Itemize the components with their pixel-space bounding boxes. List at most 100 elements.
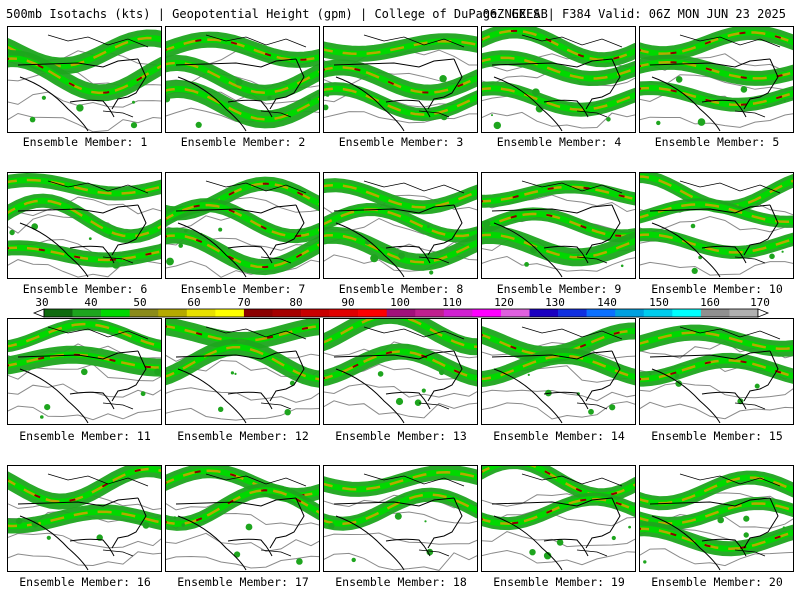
ensemble-member-map (481, 26, 636, 133)
ensemble-member-map (165, 465, 320, 572)
isotach-height-map (482, 27, 635, 132)
ensemble-member-map (639, 172, 794, 279)
isotach-height-map (640, 324, 793, 424)
colorbar-swatch (672, 309, 702, 317)
ensemble-member-label: Ensemble Member: 8 (338, 282, 464, 296)
colorbar-swatch (472, 309, 502, 317)
colorbar-swatch (700, 309, 730, 317)
colorbar-tick-label: 80 (289, 296, 302, 309)
ensemble-member-label: Ensemble Member: 10 (651, 282, 783, 296)
isotach-height-map (324, 33, 477, 132)
header-title: 500mb Isotachs (kts) | Geopotential Heig… (6, 7, 548, 21)
colorbar-tick-label: 70 (237, 296, 250, 309)
isotach-height-map (640, 27, 793, 132)
ensemble-member-map (7, 318, 162, 425)
colorbar-tick-label: 60 (187, 296, 200, 309)
ensemble-member-map (481, 318, 636, 425)
colorbar-swatch (186, 309, 216, 317)
colorbar-swatch (129, 309, 159, 317)
isotach-height-map (324, 319, 477, 424)
ensemble-member-label: Ensemble Member: 5 (654, 135, 780, 149)
colorbar-tick-label: 140 (597, 296, 617, 309)
ensemble-member-label: Ensemble Member: 18 (335, 575, 467, 589)
ensemble-member-map (323, 318, 478, 425)
colorbar-swatch (358, 309, 388, 317)
ensemble-member-label: Ensemble Member: 2 (180, 135, 306, 149)
colorbar-swatch (272, 309, 302, 317)
isotach-height-map (8, 466, 161, 571)
colorbar-max-arrow (757, 308, 770, 318)
colorbar-swatch (500, 309, 530, 317)
ensemble-member-label: Ensemble Member: 12 (177, 429, 309, 443)
ensemble-member-map (7, 26, 162, 133)
isotach-height-map (640, 173, 793, 278)
ensemble-member-label: Ensemble Member: 6 (22, 282, 148, 296)
ensemble-member-label: Ensemble Member: 4 (496, 135, 622, 149)
ensemble-member-map (165, 26, 320, 133)
isotach-height-map (324, 178, 477, 278)
ensemble-member-label: Ensemble Member: 11 (19, 429, 151, 443)
isotach-height-map (640, 470, 793, 571)
colorbar-tick-label: 150 (649, 296, 669, 309)
ensemble-member-label: Ensemble Member: 14 (493, 429, 625, 443)
ensemble-member-label: Ensemble Member: 3 (338, 135, 464, 149)
colorbar-swatch (529, 309, 559, 317)
colorbar-tick-label: 40 (84, 296, 97, 309)
colorbar-swatch (329, 309, 359, 317)
colorbar-swatch (301, 309, 330, 317)
colorbar-tick-label: 30 (35, 296, 48, 309)
ensemble-member-map (639, 318, 794, 425)
ensemble-member-map (639, 465, 794, 572)
isotach-height-map (8, 29, 161, 132)
colorbar-swatch (615, 309, 645, 317)
colorbar-swatch (158, 309, 188, 317)
colorbar-swatch (586, 309, 616, 317)
colorbar-tick-label: 50 (133, 296, 146, 309)
ensemble-member-map (639, 26, 794, 133)
isotach-height-map (166, 176, 319, 278)
ensemble-member-map (165, 172, 320, 279)
isotach-height-map (166, 466, 319, 571)
colorbar-swatch (386, 309, 416, 317)
colorbar-swatch (558, 309, 587, 317)
colorbar-swatch (101, 309, 130, 317)
ensemble-member-map (481, 465, 636, 572)
isotach-colorbar: 30 40 50 60 70 80 90 100 110 120 130 140 150 160 170 (32, 296, 770, 318)
colorbar-swatch (215, 309, 245, 317)
isotach-height-map (482, 180, 635, 278)
isotach-height-map (482, 466, 635, 571)
colorbar-swatch (44, 309, 73, 317)
colorbar-min-arrow (32, 308, 45, 318)
ensemble-member-label: Ensemble Member: 7 (180, 282, 306, 296)
colorbar-tick-label: 160 (700, 296, 720, 309)
colorbar-swatch (729, 309, 759, 317)
map-header: 500mb Isotachs (kts) | Geopotential Heig… (6, 6, 794, 22)
ensemble-member-label: Ensemble Member: 13 (335, 429, 467, 443)
ensemble-member-label: Ensemble Member: 1 (22, 135, 148, 149)
isotach-height-map (166, 31, 319, 132)
ensemble-member-map (7, 465, 162, 572)
ensemble-member-label: Ensemble Member: 19 (493, 575, 625, 589)
ensemble-member-map (481, 172, 636, 279)
isotach-height-map (482, 322, 635, 424)
header-valid-time: 06Z GEFS | F384 Valid: 06Z MON JUN 23 20… (482, 7, 786, 21)
ensemble-member-label: Ensemble Member: 20 (651, 575, 783, 589)
colorbar-swatch (643, 309, 673, 317)
colorbar-swatch (243, 309, 273, 317)
ensemble-member-map (165, 318, 320, 425)
ensemble-member-map (7, 172, 162, 279)
colorbar-swatch (72, 309, 102, 317)
colorbar-swatch (415, 309, 445, 317)
colorbar-tick-label: 110 (442, 296, 462, 309)
colorbar-tick-label: 170 (750, 296, 770, 309)
isotach-height-map (8, 319, 161, 424)
colorbar-tick-label: 120 (494, 296, 514, 309)
ensemble-member-map (323, 465, 478, 572)
colorbar-tick-label: 130 (545, 296, 565, 309)
ensemble-member-label: Ensemble Member: 16 (19, 575, 151, 589)
isotach-height-map (324, 466, 477, 571)
ensemble-member-label: Ensemble Member: 17 (177, 575, 309, 589)
colorbar-swatch (443, 309, 473, 317)
ensemble-member-map (323, 172, 478, 279)
ensemble-member-label: Ensemble Member: 9 (496, 282, 622, 296)
